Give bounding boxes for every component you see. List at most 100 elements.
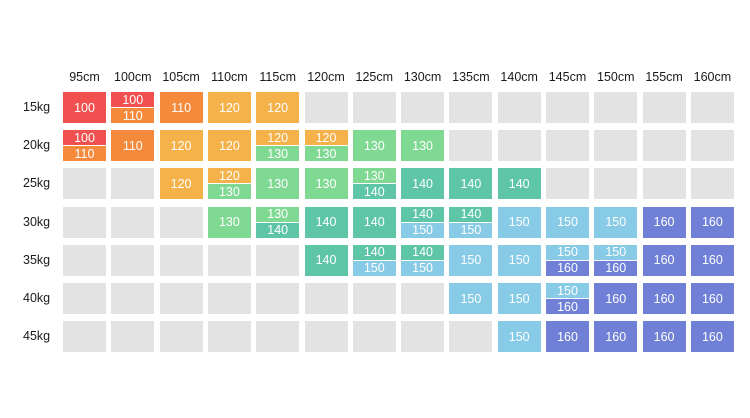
- size-value: 120: [207, 92, 251, 123]
- size-cell: 100 110: [111, 92, 155, 123]
- size-cell: 160: [690, 321, 734, 353]
- size-value: 160: [690, 244, 734, 276]
- size-value: 150: [546, 206, 589, 238]
- size-value: 120: [256, 130, 300, 146]
- column-header: 145cm: [548, 70, 587, 84]
- size-cell: [159, 244, 203, 276]
- size-cell: 110: [159, 92, 203, 123]
- size-cell: [449, 92, 493, 123]
- size-cell: 130: [304, 168, 348, 200]
- size-cell: 120 130: [207, 168, 251, 200]
- size-cell: [256, 244, 300, 276]
- size-cell: 130: [352, 130, 396, 162]
- size-cell: [352, 283, 396, 314]
- size-value: 150: [401, 222, 445, 238]
- size-cell: [642, 130, 686, 162]
- size-value: 150: [497, 206, 541, 238]
- size-value: 140: [449, 168, 493, 200]
- column-header: 120cm: [307, 70, 345, 84]
- size-value: 160: [642, 321, 686, 353]
- size-value: 140: [401, 206, 445, 222]
- row-header: 15kg: [23, 100, 51, 114]
- size-cell: 140: [304, 244, 348, 276]
- row-header: 40kg: [23, 291, 51, 305]
- size-cell: [63, 168, 106, 200]
- size-cell: 150: [449, 283, 493, 314]
- size-cell: [63, 244, 106, 276]
- column-header: 155cm: [645, 70, 683, 84]
- size-cell: [449, 321, 493, 353]
- column-header: 105cm: [162, 70, 200, 84]
- size-cell: 160: [594, 283, 638, 314]
- size-value: 100: [63, 92, 106, 123]
- size-cell: [497, 92, 541, 123]
- row-header: 45kg: [23, 329, 51, 344]
- column-header: 125cm: [355, 70, 394, 84]
- size-cell: [546, 130, 589, 162]
- size-value: 160: [594, 260, 638, 276]
- column-header: 160cm: [693, 70, 732, 84]
- size-cell: 150 160: [594, 244, 638, 276]
- column-header: 115cm: [259, 70, 296, 84]
- size-cell: 140: [352, 206, 396, 238]
- size-value: 120: [304, 130, 348, 146]
- size-cell: [642, 168, 686, 200]
- row-header: 35kg: [23, 252, 51, 267]
- size-cell: 160: [546, 321, 589, 353]
- size-value: 140: [449, 206, 493, 222]
- size-cell: 140: [304, 206, 348, 238]
- size-cell: 140 150: [401, 244, 445, 276]
- size-value: 130: [352, 130, 396, 162]
- size-value: 160: [642, 206, 686, 238]
- size-value: 160: [642, 283, 686, 314]
- size-cell: [207, 283, 251, 314]
- size-value: 130: [304, 168, 348, 200]
- size-cell: 150 160: [546, 283, 589, 314]
- size-cell: [594, 92, 638, 123]
- size-cell: 150: [449, 244, 493, 276]
- size-value: 120: [207, 130, 251, 162]
- size-value: 160: [594, 321, 638, 353]
- size-value: 120: [207, 168, 251, 184]
- size-cell: 140: [449, 168, 493, 200]
- size-cell: 150: [546, 206, 589, 238]
- size-cell: 160: [690, 206, 734, 238]
- size-cell: [63, 206, 106, 238]
- size-cell: [546, 168, 589, 200]
- size-cell: 140 150: [401, 206, 445, 238]
- column-header: 135cm: [452, 70, 490, 84]
- size-cell: 110: [111, 130, 155, 162]
- size-cell: 160: [690, 244, 734, 276]
- row-header: 20kg: [23, 138, 51, 153]
- column-header: 150cm: [597, 70, 635, 84]
- size-cell: 130 140: [352, 168, 396, 200]
- size-value: 130: [352, 168, 396, 184]
- size-value: 100: [63, 130, 106, 146]
- size-value: 150: [497, 321, 541, 353]
- size-cell: 120: [207, 130, 251, 162]
- size-value: 160: [594, 283, 638, 314]
- size-cell: [256, 321, 300, 353]
- size-value: 120: [159, 130, 203, 162]
- size-value: 140: [304, 206, 348, 238]
- size-cell: 140 150: [352, 244, 396, 276]
- size-value: 150: [594, 244, 638, 260]
- size-value: 140: [256, 222, 300, 238]
- size-value: 150: [401, 260, 445, 276]
- size-cell: [690, 168, 734, 200]
- size-cell: 100 110: [63, 130, 106, 162]
- size-value: 140: [352, 206, 396, 238]
- size-cell: 160: [642, 244, 686, 276]
- size-value: 150: [594, 206, 638, 238]
- size-cell: 150: [497, 283, 541, 314]
- column-header: 140cm: [500, 70, 538, 84]
- size-value: 110: [111, 108, 155, 123]
- size-cell: [111, 244, 155, 276]
- size-value: 130: [401, 130, 445, 162]
- size-value: 120: [159, 168, 203, 200]
- size-value: 140: [401, 244, 445, 260]
- size-cell: [159, 206, 203, 238]
- size-cell: 130: [401, 130, 445, 162]
- size-value: 140: [401, 168, 445, 200]
